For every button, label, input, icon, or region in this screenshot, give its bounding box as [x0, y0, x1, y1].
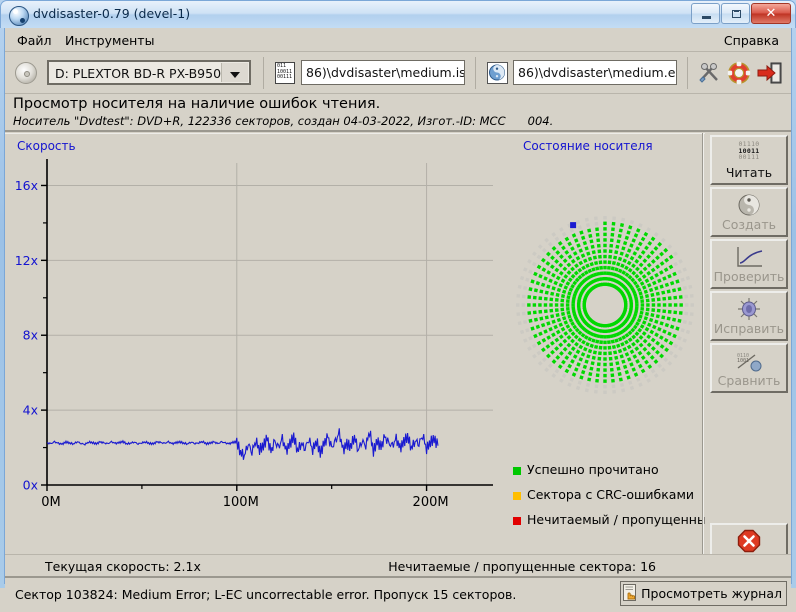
legend-item: Сектора с CRC-ошибками — [513, 486, 698, 511]
legend-label-success: Успешно прочитано — [527, 462, 659, 477]
status-bar: Текущая скорость: 2.1x Нечитаемые / проп… — [5, 554, 791, 578]
maximize-icon — [732, 10, 741, 18]
view-log-button[interactable]: Просмотреть журнал — [620, 581, 787, 606]
legend-label-crc: Сектора с CRC-ошибками — [527, 487, 695, 502]
toolbar-separator — [687, 57, 688, 89]
fix-button-label: Исправить — [713, 321, 785, 336]
toolbar-separator — [263, 57, 264, 89]
close-icon: ✕ — [765, 6, 777, 21]
svg-text:200M: 200M — [413, 495, 449, 510]
drive-select[interactable]: D: PLEXTOR BD-R PX-B950SA — [47, 60, 251, 85]
ecc-file-icon — [487, 62, 508, 84]
ecc-file-glyph — [489, 64, 505, 81]
yinyang-icon — [712, 193, 786, 217]
medium-info-b: 004. — [527, 114, 554, 128]
medium-state-label: Состояние носителя — [523, 139, 653, 153]
medium-state-spiral-svg — [516, 216, 694, 394]
legend-item: Успешно прочитано — [513, 461, 698, 486]
verify-button[interactable]: Проверить — [710, 239, 788, 289]
svg-text:16x: 16x — [15, 178, 38, 193]
create-button[interactable]: Создать — [710, 187, 788, 237]
disc-icon — [15, 62, 37, 84]
legend-swatch-crc — [513, 492, 521, 500]
compare-button[interactable]: 0110 1001 Сравнить — [710, 343, 788, 393]
log-hand-icon — [623, 583, 638, 604]
chevron-down-icon[interactable] — [221, 63, 248, 82]
legend: Успешно прочитано Сектора с CRC-ошибками… — [513, 461, 715, 536]
bug-icon — [712, 297, 786, 321]
speed-chart-label: Скорость — [17, 139, 76, 153]
toolbar-separator — [475, 57, 476, 89]
legend-item: Нечитаемый / пропущенный — [513, 511, 715, 536]
panel-top-divider — [5, 133, 791, 134]
svg-text:0M: 0M — [41, 495, 61, 510]
svg-text:12x: 12x — [15, 253, 38, 268]
log-bar: Сектор 103824: Medium Error; L-EC uncorr… — [5, 579, 791, 612]
legend-swatch-unreadable — [513, 517, 521, 525]
speed-chart: 0x 4x 8x 12x 16x 0M 100M 200M — [15, 155, 500, 545]
medium-state-spiral — [510, 155, 700, 455]
tool-bar: D: PLEXTOR BD-R PX-B950SA 011 10011 00111 … — [5, 52, 791, 94]
iso-path-field[interactable]: 86)\dvdisaster\medium.iso — [301, 60, 465, 85]
window-title: dvdisaster-0.79 (devel-1) — [33, 6, 191, 21]
unreadable-sectors-status: Нечитаемые / пропущенные сектора: 16 — [388, 559, 656, 574]
legend-label-unreadable: Нечитаемый / пропущенный — [527, 512, 715, 527]
svg-text:100M: 100M — [223, 495, 259, 510]
menu-bar: Файл Инструменты Справка — [5, 28, 791, 52]
menu-item-tools[interactable]: Инструменты — [65, 33, 155, 48]
read-button[interactable]: 01110 10011 00111 Читать — [710, 135, 788, 185]
svg-text:0110: 0110 — [737, 353, 749, 359]
page-title: Просмотр носителя на наличие ошибок чтен… — [13, 96, 381, 112]
binary-file-icon: 011 10011 00111 — [275, 62, 295, 84]
svg-text:0x: 0x — [23, 478, 38, 493]
medium-info: Носитель "Dvdtest": DVD+R, 122336 сектор… — [13, 114, 553, 128]
tools-icon[interactable] — [697, 61, 721, 85]
create-button-label: Создать — [722, 217, 776, 232]
read-button-label: Читать — [725, 165, 773, 180]
curve-graph-icon — [712, 245, 786, 269]
compare-button-label: Сравнить — [717, 373, 781, 388]
minimize-icon — [702, 16, 711, 19]
page-header: Просмотр носителя на наличие ошибок чтен… — [5, 94, 791, 132]
verify-button-label: Проверить — [713, 269, 785, 284]
fix-button[interactable]: Исправить — [710, 291, 788, 341]
svg-text:8x: 8x — [23, 328, 38, 343]
action-sidebar: 01110 10011 00111 Читать Создать — [705, 133, 791, 575]
stop-x-icon — [712, 529, 786, 553]
view-log-label: Просмотреть журнал — [641, 586, 782, 601]
compare-icon: 0110 1001 — [712, 349, 786, 373]
svg-text:1001: 1001 — [737, 358, 749, 364]
exit-door-icon[interactable] — [757, 61, 782, 85]
drive-select-value: D: PLEXTOR BD-R PX-B950SA — [55, 66, 238, 81]
speed-chart-svg: 0x 4x 8x 12x 16x 0M 100M 200M — [15, 159, 493, 510]
minimize-button[interactable] — [691, 3, 720, 24]
client-area: Файл Инструменты Справка D: PLEXTOR BD-R… — [4, 28, 792, 612]
iso-path-value: 86)\dvdisaster\medium.iso — [306, 65, 465, 80]
panel-vertical-divider — [702, 133, 704, 554]
main-panel: Скорость Состояние носителя 0x 4x 8x 12x 16x… — [5, 133, 791, 575]
legend-swatch-success — [513, 467, 521, 475]
lifering-icon[interactable] — [727, 61, 751, 85]
log-message: Сектор 103824: Medium Error; L-EC uncorr… — [15, 587, 517, 602]
menu-item-file[interactable]: Файл — [17, 33, 52, 48]
current-speed-status: Текущая скорость: 2.1x — [45, 559, 201, 574]
binary-digits-icon: 01110 10011 00111 — [738, 140, 760, 161]
maximize-button[interactable] — [721, 3, 750, 24]
window-controls: ✕ — [690, 3, 791, 24]
app-icon — [9, 6, 29, 26]
menu-item-help[interactable]: Справка — [723, 33, 779, 48]
ecc-path-field[interactable]: 86)\dvdisaster\medium.ecc — [513, 60, 677, 85]
close-button[interactable]: ✕ — [751, 3, 791, 24]
svg-text:4x: 4x — [23, 403, 38, 418]
medium-info-a: Носитель "Dvdtest": DVD+R, 122336 сектор… — [13, 114, 506, 128]
title-bar: dvdisaster-0.79 (devel-1) ✕ — [0, 0, 796, 28]
ecc-path-value: 86)\dvdisaster\medium.ecc — [518, 65, 677, 80]
